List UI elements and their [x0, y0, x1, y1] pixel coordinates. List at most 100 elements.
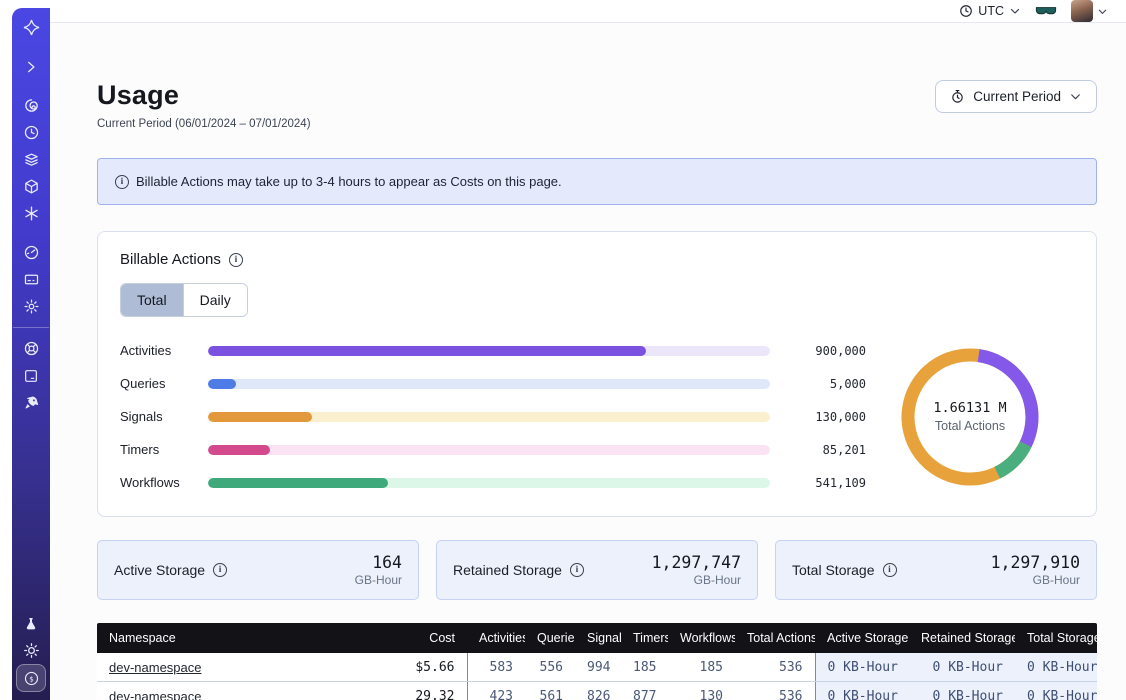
- signals-cell: 826: [575, 681, 621, 700]
- namespace-link[interactable]: dev-namespace: [109, 659, 202, 675]
- timers-cell: 877: [621, 681, 668, 700]
- namespaces-icon[interactable]: [12, 92, 50, 119]
- workflows-cell: 185: [668, 653, 735, 682]
- billable-actions-title: Billable Actions: [120, 251, 221, 268]
- bar-row-signals: Signals 130,000: [120, 409, 866, 424]
- retained-storage-cell: 0 KB-Hour: [909, 681, 1015, 700]
- schedules-clock-icon[interactable]: [12, 119, 50, 146]
- header-total-actions: Total Actions: [735, 623, 815, 653]
- total-actions-label: Total Actions: [934, 419, 1006, 433]
- total-actions-value: 1.66131 M: [933, 400, 1007, 416]
- header-activities: Activities: [467, 623, 525, 653]
- header-signals: Signals: [575, 623, 621, 653]
- usage-gauge-icon[interactable]: [12, 239, 50, 266]
- header-cost: Cost: [377, 623, 467, 653]
- storage-summary-row: Active Storage 164 GB-Hour Retained Stor…: [97, 540, 1097, 600]
- bar-row-queries: Queries 5,000: [120, 376, 866, 391]
- activities-cell: 423: [466, 681, 525, 700]
- bar-value: 130,000: [815, 409, 866, 424]
- header-namespace: Namespace: [97, 623, 377, 653]
- period-button-label: Current Period: [973, 89, 1061, 104]
- user-menu[interactable]: [1071, 0, 1108, 22]
- topbar: UTC: [50, 0, 1126, 23]
- bar-fill: [208, 477, 388, 488]
- tab-total[interactable]: Total: [121, 284, 183, 316]
- settings-gear-icon[interactable]: [12, 293, 50, 320]
- retained-storage-value: 1,297,747: [651, 553, 741, 572]
- signals-cell: 994: [575, 653, 621, 682]
- avatar[interactable]: [1071, 0, 1093, 22]
- main-area: UTC Usage Current Period (06/01/2024 – 0…: [50, 0, 1126, 700]
- bar-row-workflows: Workflows 541,109: [120, 475, 866, 490]
- info-icon[interactable]: [569, 563, 584, 577]
- total-actions-donut: 1.66131 M Total Actions: [866, 346, 1074, 488]
- header-active-storage: Active Storage: [815, 623, 909, 653]
- header-retained-storage: Retained Storage: [909, 623, 1015, 653]
- chevron-down-icon: [1098, 9, 1107, 14]
- billable-view-tabs: Total Daily: [120, 283, 248, 317]
- usage-dollar-icon[interactable]: $: [16, 664, 46, 692]
- temporal-logo-icon[interactable]: [12, 14, 50, 41]
- billable-actions-card: Billable Actions Total Daily Activities: [97, 231, 1097, 517]
- banner-text: Billable Actions may take up to 3-4 hour…: [136, 174, 562, 189]
- theme-sun-icon[interactable]: [12, 637, 50, 664]
- header-workflows: Workflows: [668, 623, 735, 653]
- total-storage-value: 1,297,910: [990, 553, 1080, 572]
- bar-value: 541,109: [815, 475, 866, 490]
- table-row: dev-namespace 29.32 423 561 826 877 130 …: [97, 681, 1097, 700]
- deployments-cube-icon[interactable]: [12, 173, 50, 200]
- bar-value: 900,000: [815, 343, 866, 358]
- chevron-down-icon: [1071, 94, 1080, 100]
- bar-label: Timers: [120, 442, 160, 457]
- sidebar: $: [12, 8, 50, 700]
- goggles-icon[interactable]: [1035, 4, 1057, 18]
- docs-box-icon[interactable]: [12, 362, 50, 389]
- bar-track: [208, 444, 770, 455]
- total-storage-card: Total Storage 1,297,910 GB-Hour: [775, 540, 1097, 600]
- queries-cell: 561: [525, 681, 575, 700]
- workflows-cell: 130: [668, 681, 735, 700]
- info-icon[interactable]: [213, 563, 228, 577]
- namespace-link[interactable]: dev-namespace: [109, 688, 202, 700]
- storage-unit: GB-Hour: [354, 573, 402, 587]
- bar-track: [208, 345, 770, 356]
- info-icon[interactable]: [228, 252, 243, 267]
- billing-card-icon[interactable]: [12, 266, 50, 293]
- layers-icon[interactable]: [12, 146, 50, 173]
- bar-label: Signals: [120, 409, 163, 424]
- info-icon[interactable]: [882, 563, 897, 577]
- table-row: dev-namespace $5.66 583 556 994 185 185 …: [97, 653, 1097, 682]
- page-title: Usage: [97, 80, 180, 110]
- bar-value: 5,000: [829, 376, 866, 391]
- page-content: Usage Current Period (06/01/2024 – 07/01…: [50, 23, 1097, 700]
- bar-row-timers: Timers 85,201: [120, 442, 866, 457]
- timezone-label: UTC: [978, 4, 1004, 18]
- bar-label: Workflows: [120, 475, 180, 490]
- header-queries: Queries: [525, 623, 575, 653]
- total-storage-cell: 0 KB-Hour: [1015, 681, 1097, 700]
- bar-row-activities: Activities 900,000: [120, 343, 866, 358]
- billable-actions-chart: Activities 900,000 Queries 5,000: [120, 343, 1074, 490]
- total-storage-cell: 0 KB-Hour: [1015, 653, 1097, 682]
- storage-unit: GB-Hour: [1032, 573, 1080, 587]
- bar-fill: [208, 378, 237, 389]
- total-actions-cell: 536: [735, 653, 815, 682]
- bar-track: [208, 378, 770, 389]
- nexus-asterisk-icon[interactable]: [12, 200, 50, 227]
- bar-fill: [208, 411, 312, 422]
- expand-chevron-icon[interactable]: [12, 53, 50, 80]
- bar-fill: [208, 444, 270, 455]
- retained-storage-cell: 0 KB-Hour: [909, 653, 1015, 682]
- getting-started-rocket-icon[interactable]: [12, 389, 50, 416]
- bar-track: [208, 411, 770, 422]
- period-dropdown-button[interactable]: Current Period: [935, 80, 1097, 113]
- active-storage-cell: 0 KB-Hour: [814, 653, 909, 682]
- stopwatch-icon: [952, 89, 963, 103]
- header-timers: Timers: [621, 623, 668, 653]
- support-lifebuoy-icon[interactable]: [12, 335, 50, 362]
- storage-unit: GB-Hour: [693, 573, 741, 587]
- timezone-selector[interactable]: UTC: [959, 4, 1021, 18]
- tab-daily[interactable]: Daily: [182, 284, 247, 316]
- labs-flask-icon[interactable]: [12, 610, 50, 637]
